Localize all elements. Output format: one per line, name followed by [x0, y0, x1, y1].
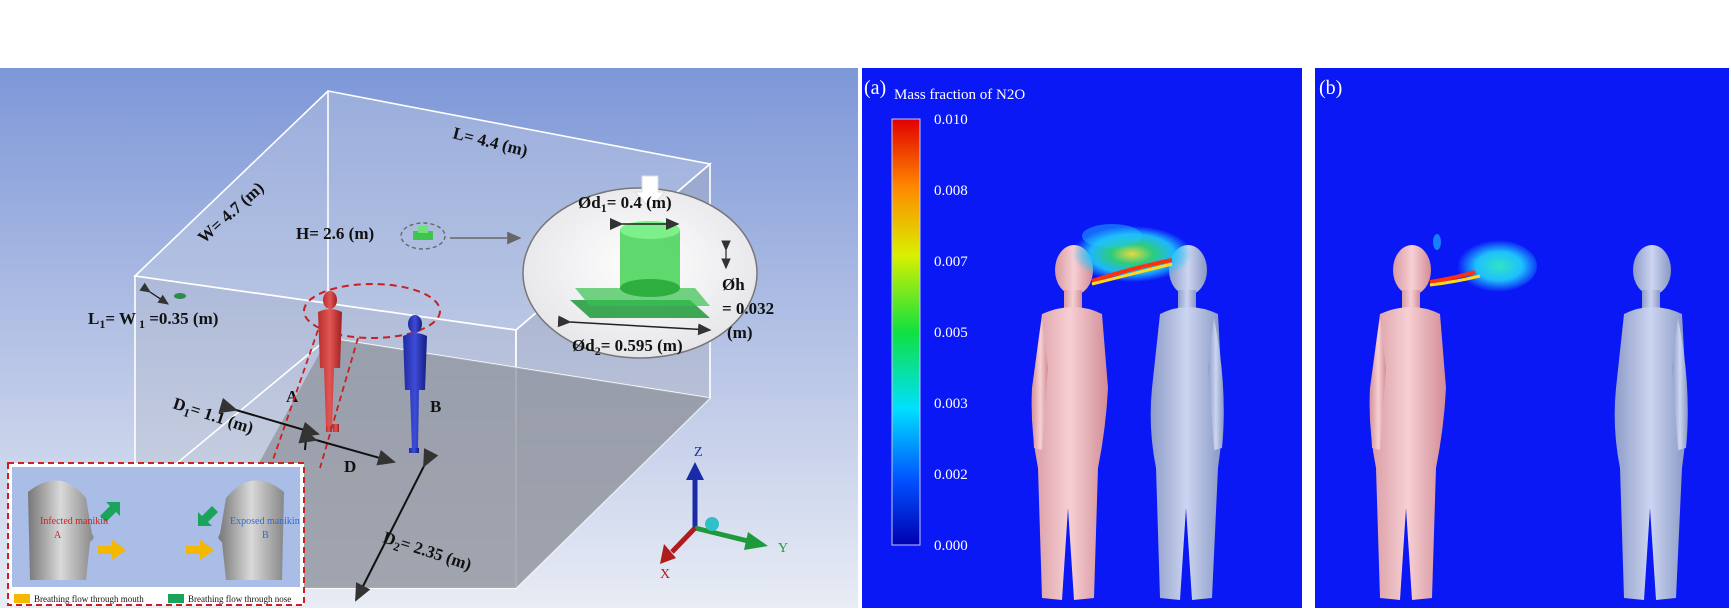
colorbar-ticks: 0.010 0.008 0.007 0.005 0.003 0.002 0.000 [934, 112, 968, 554]
exposed-manikin [1614, 245, 1688, 600]
d2-arrow [355, 448, 439, 602]
head-b [218, 480, 284, 580]
colorbar-tick-label: 0.005 [934, 325, 968, 341]
highlight-ellipse [303, 283, 441, 339]
nose-arrow-b [198, 506, 218, 526]
diffuser-detail [522, 175, 758, 359]
head-a [28, 480, 94, 580]
outlet-size-label: L1= W 1 =0.35 (m) [88, 309, 218, 331]
legend-nose-swatch [168, 594, 184, 603]
panel-b-label: (b) [1319, 77, 1342, 99]
axis-triad [660, 462, 768, 564]
infected-label: Infected manikin [40, 516, 108, 527]
contour-a: (a) Mass fraction of N2O 0.010 0.008 0.007… [862, 68, 1302, 608]
diffuser-h-label: Øh [722, 275, 745, 294]
breathing-inset [7, 462, 305, 606]
colorbar-tick-label: 0.000 [934, 538, 968, 554]
colorbar [891, 118, 921, 546]
contour-panel-b: (b) [1315, 68, 1729, 608]
mouth-arrow-a [98, 540, 126, 560]
colorbar-tick-label: 0.010 [934, 112, 968, 128]
diffuser-d1-label: Ød1= 0.4 (m) [578, 193, 672, 215]
ceiling-diffuser [400, 222, 522, 250]
panel-a-label: (a) [864, 77, 886, 99]
diffuser-d2-label: Ød2= 0.595 (m) [572, 336, 683, 358]
axis-z-label: Z [694, 445, 703, 460]
d-label: D [344, 457, 356, 476]
room-diagram: L= 4.4 (m) W= 4.7 (m) H= 2.6 (m) L1= W 1… [0, 68, 858, 608]
colorbar-tick-label: 0.003 [934, 396, 968, 412]
tick-a [304, 437, 307, 451]
exposed-label-letter: B [262, 530, 269, 541]
contour-panel-a: (a) Mass fraction of N2O 0.010 0.008 0.007… [862, 68, 1302, 608]
axis-x-label: X [660, 567, 670, 582]
legend-mouth-swatch [14, 594, 30, 603]
nose-arrow-a [100, 502, 120, 522]
legend-nose-text: Breathing flow through nose [188, 594, 291, 604]
colorbar-title: Mass fraction of N2O [894, 87, 1025, 103]
diffuser-h-unit: (m) [727, 323, 752, 342]
exposed-manikin [1150, 245, 1224, 600]
legend-mouth-text: Breathing flow through mouth [34, 594, 144, 604]
infected-manikin [1369, 245, 1446, 600]
colorbar-tick-label: 0.007 [934, 254, 968, 270]
mouth-arrow-b [186, 540, 214, 560]
colorbar-tick-label: 0.002 [934, 467, 968, 483]
colorbar-tick-label: 0.008 [934, 183, 968, 199]
infected-label-letter: A [54, 530, 62, 541]
outlet-marker [139, 282, 186, 305]
diffuser-h-value: = 0.032 [722, 299, 774, 318]
height-label: H= 2.6 (m) [296, 224, 374, 243]
exhaled-plume [1072, 224, 1192, 286]
exposed-label: Exposed manikin [230, 516, 300, 527]
room-floor [190, 338, 710, 588]
manikin-b-label: B [430, 397, 441, 416]
room-geometry-panel: L= 4.4 (m) W= 4.7 (m) H= 2.6 (m) L1= W 1… [0, 68, 858, 608]
axis-y-label: Y [778, 541, 788, 556]
contour-b: (b) [1315, 68, 1729, 608]
infected-manikin [1031, 245, 1108, 600]
exhaled-plume [1429, 234, 1537, 292]
